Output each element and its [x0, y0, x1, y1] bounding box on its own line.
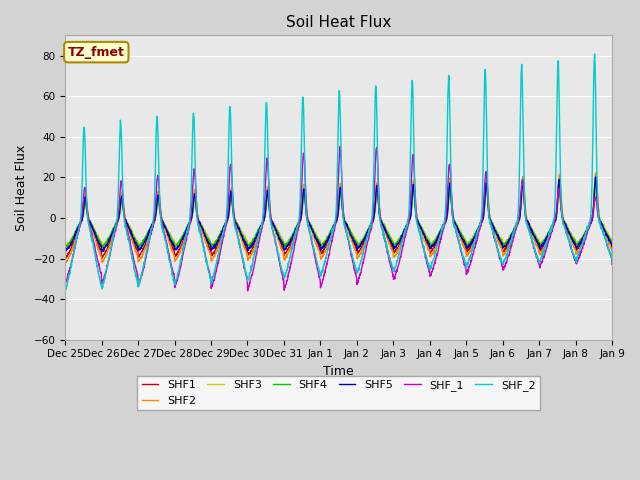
SHF4: [355, 243, 362, 249]
SHF2: [497, 245, 505, 251]
SHF_2: [367, 225, 374, 230]
SHF1: [355, 250, 362, 255]
SHF_2: [591, 51, 598, 57]
SHF_1: [355, 276, 363, 281]
SHF3: [355, 241, 362, 247]
SHF5: [367, 223, 374, 229]
Line: SHF1: SHF1: [65, 178, 612, 260]
SHF5: [608, 244, 616, 250]
SHF1: [608, 247, 616, 253]
SHF2: [592, 170, 600, 176]
SHF5: [575, 241, 583, 247]
SHF3: [498, 235, 506, 241]
Line: SHF4: SHF4: [65, 181, 612, 248]
SHF4: [98, 245, 106, 251]
SHF4: [367, 222, 374, 228]
SHF4: [61, 245, 69, 251]
SHF4: [608, 242, 616, 248]
Line: SHF_1: SHF_1: [65, 146, 612, 291]
Line: SHF_2: SHF_2: [65, 54, 612, 291]
SHF1: [575, 244, 582, 250]
SHF_2: [214, 253, 221, 259]
SHF_2: [575, 250, 583, 255]
SHF_2: [61, 288, 69, 294]
SHF3: [61, 244, 69, 250]
SHF5: [560, 219, 568, 225]
SHF_1: [498, 263, 506, 269]
SHF3: [367, 223, 374, 228]
SHF_1: [575, 254, 583, 260]
SHF_1: [367, 228, 374, 234]
Title: Soil Heat Flux: Soil Heat Flux: [286, 15, 391, 30]
SHF_2: [498, 259, 506, 265]
SHF1: [497, 241, 505, 247]
SHF_2: [608, 259, 616, 265]
SHF3: [214, 236, 221, 242]
SHF2: [575, 248, 582, 253]
SHF_2: [61, 288, 69, 293]
SHF_1: [336, 144, 344, 149]
SHF2: [355, 253, 362, 259]
Legend: SHF1, SHF2, SHF3, SHF4, SHF5, SHF_1, SHF_2: SHF1, SHF2, SHF3, SHF4, SHF5, SHF_1, SHF…: [138, 376, 540, 410]
SHF2: [214, 246, 221, 252]
SHF_1: [608, 262, 616, 267]
SHF1: [214, 242, 221, 248]
SHF4: [575, 239, 583, 245]
SHF3: [592, 182, 600, 188]
SHF2: [608, 252, 616, 257]
SHF2: [366, 225, 374, 231]
SHF5: [498, 241, 506, 247]
SHF3: [575, 239, 583, 244]
SHF4: [592, 179, 600, 184]
SHF_1: [61, 281, 69, 287]
SHF3: [608, 241, 616, 247]
SHF1: [61, 257, 69, 263]
SHF_1: [244, 288, 252, 294]
SHF_2: [355, 265, 362, 271]
X-axis label: Time: Time: [323, 365, 354, 378]
SHF2: [61, 262, 69, 267]
SHF_2: [560, 223, 568, 228]
SHF_1: [561, 223, 568, 228]
SHF5: [61, 248, 69, 254]
SHF1: [366, 225, 374, 230]
SHF4: [560, 219, 568, 225]
Line: SHF5: SHF5: [65, 177, 612, 252]
SHF_1: [214, 262, 221, 268]
SHF3: [61, 243, 69, 249]
Text: TZ_fmet: TZ_fmet: [68, 46, 125, 59]
Line: SHF3: SHF3: [65, 185, 612, 247]
SHF5: [355, 245, 362, 251]
Line: SHF2: SHF2: [65, 173, 612, 264]
SHF1: [560, 218, 568, 224]
SHF4: [498, 239, 506, 244]
SHF5: [592, 174, 600, 180]
SHF5: [214, 238, 221, 243]
SHF4: [214, 235, 221, 241]
SHF3: [560, 218, 568, 224]
SHF5: [98, 249, 106, 254]
SHF2: [560, 218, 568, 224]
Y-axis label: Soil Heat Flux: Soil Heat Flux: [15, 144, 28, 231]
SHF1: [592, 175, 600, 180]
